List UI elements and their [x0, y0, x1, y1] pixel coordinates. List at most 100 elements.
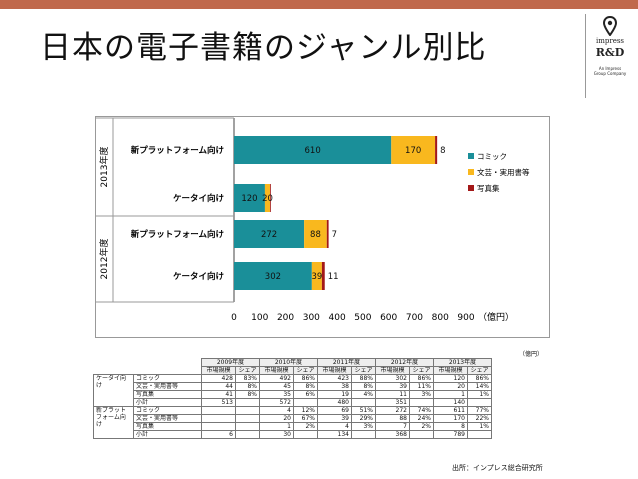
year-header: 2012年度	[375, 358, 434, 367]
category-label: 新プラットフォーム向け	[131, 145, 225, 156]
table-cell: 8	[433, 422, 468, 431]
table-cell: 120	[433, 374, 468, 383]
group-label: ケータイ向け	[93, 374, 134, 407]
sub-header: 市場規模	[375, 366, 410, 375]
row-label: 写真集	[133, 390, 202, 399]
sub-header: 市場規模	[433, 366, 468, 375]
table-cell: 1	[259, 422, 294, 431]
bar-segment	[304, 220, 327, 248]
table-cell: 86%	[467, 374, 492, 383]
table-cell: 513	[201, 398, 236, 407]
table-cell: 39	[375, 382, 410, 391]
legend-swatch	[468, 169, 474, 175]
table-cell: 302	[375, 374, 410, 383]
table-cell: 19	[317, 390, 352, 399]
header-blank	[93, 358, 202, 375]
table-unit-label: （億円）	[518, 351, 543, 358]
year-header: 2009年度	[201, 358, 260, 367]
table-cell: 428	[201, 374, 236, 383]
table-cell	[409, 430, 434, 439]
row-label: 小計	[133, 430, 202, 439]
table-cell	[467, 430, 492, 439]
category-label: 新プラットフォーム向け	[131, 229, 225, 240]
legend-swatch	[468, 185, 474, 191]
table-cell: 6%	[293, 390, 318, 399]
table-cell: 83%	[235, 374, 260, 383]
x-tick-label: 500	[354, 313, 371, 323]
table-row: 小計 513 572 480 351 140	[94, 398, 492, 407]
table-cell: 6	[201, 430, 236, 439]
table-cell: 74%	[409, 406, 434, 415]
table-cell: 14%	[467, 382, 492, 391]
legend-label: 文芸・実用書等	[477, 167, 530, 177]
data-label: 120	[241, 194, 257, 204]
data-label: 11	[328, 272, 339, 282]
table-cell: 423	[317, 374, 352, 383]
bar-segment	[435, 136, 438, 164]
table-cell	[235, 422, 260, 431]
table-cell: 22%	[467, 414, 492, 423]
location-pin-icon	[603, 16, 617, 36]
table-cell: 272	[375, 406, 410, 415]
bar-segment	[264, 184, 271, 212]
table-row: ケータイ向け コミック 428 83% 492 86% 423 88% 302 86% 120 86%	[93, 374, 492, 407]
table-cell: 1%	[467, 422, 492, 431]
table-cell: 134	[317, 430, 352, 439]
table-cell: 88%	[351, 374, 376, 383]
table-cell: 3%	[351, 422, 376, 431]
table-cell: 611	[433, 406, 468, 415]
table-cell	[201, 414, 236, 423]
table-cell	[293, 398, 318, 407]
table-header-row: 2009年度 2010年度 2011年度 2012年度 2013年度	[93, 358, 492, 375]
data-label: 7	[332, 230, 337, 240]
sub-header: シェア	[351, 366, 376, 375]
table-cell: 86%	[409, 374, 434, 383]
legend-label: コミック	[477, 152, 507, 161]
data-label: 39	[311, 272, 322, 282]
table-cell: 44	[201, 382, 236, 391]
table-cell	[201, 406, 236, 415]
table-cell: 2%	[293, 422, 318, 431]
impress-logo: impress R&D An Impress Group Company	[585, 14, 634, 98]
table-cell: 12%	[293, 406, 318, 415]
x-tick-label: 300	[303, 313, 320, 323]
table-cell: 77%	[467, 406, 492, 415]
sub-header: シェア	[409, 366, 434, 375]
table-cell: 67%	[293, 414, 318, 423]
row-label: 写真集	[133, 422, 202, 431]
table-cell: 8%	[235, 382, 260, 391]
row-label: 小計	[133, 398, 202, 407]
x-tick-label: 100	[251, 313, 268, 323]
legend-swatch	[468, 153, 474, 159]
x-tick-label: 800	[432, 313, 449, 323]
table-cell: 368	[375, 430, 410, 439]
table-cell: 140	[433, 398, 468, 407]
table-cell: 30	[259, 430, 294, 439]
table-cell	[409, 398, 434, 407]
legend-label: 写真集	[477, 183, 500, 193]
bar-segment	[234, 184, 265, 212]
row-label: 文芸・実用書等	[133, 414, 202, 423]
table-cell: 35	[259, 390, 294, 399]
table-cell: 8%	[235, 390, 260, 399]
logo-impress-text: impress	[595, 37, 625, 45]
table-cell: 88	[375, 414, 410, 423]
table-cell: 480	[317, 398, 352, 407]
table-cell: 39	[317, 414, 352, 423]
table-cell: 38	[317, 382, 352, 391]
year-header: 2011年度	[317, 358, 376, 367]
table-cell: 24%	[409, 414, 434, 423]
table-cell: 8%	[293, 382, 318, 391]
table-row: 文芸・実用書等 20 67% 39 29% 88 24% 170 22%	[94, 414, 492, 423]
logo-tagline-2: Group Company	[593, 71, 627, 76]
top-accent-bar	[0, 0, 638, 9]
data-label: 170	[405, 146, 421, 156]
group-label-2012: 2012年度	[98, 239, 110, 280]
data-label: 272	[261, 230, 277, 240]
logo-tagline-1: An Impress	[598, 66, 622, 71]
table-cell: 29%	[351, 414, 376, 423]
bar-segment	[234, 220, 305, 248]
data-label: 610	[305, 146, 321, 156]
table-cell	[201, 422, 236, 431]
table-cell: 351	[375, 398, 410, 407]
